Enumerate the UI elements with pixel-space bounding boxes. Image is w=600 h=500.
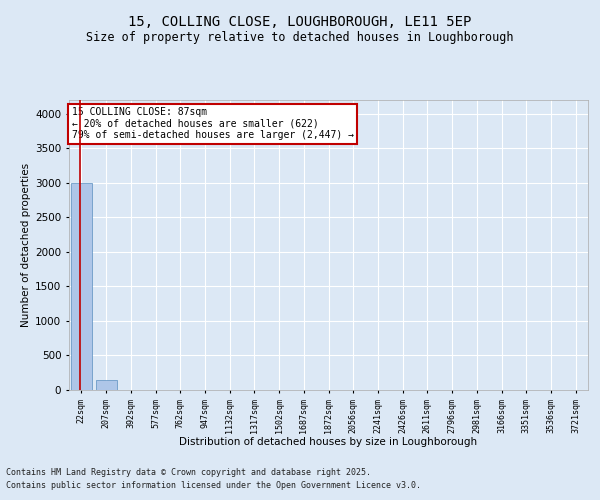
- Text: Size of property relative to detached houses in Loughborough: Size of property relative to detached ho…: [86, 31, 514, 44]
- Text: 15, COLLING CLOSE, LOUGHBOROUGH, LE11 5EP: 15, COLLING CLOSE, LOUGHBOROUGH, LE11 5E…: [128, 16, 472, 30]
- Bar: [71, 183, 92, 390]
- Y-axis label: Number of detached properties: Number of detached properties: [21, 163, 31, 327]
- Text: Contains HM Land Registry data © Crown copyright and database right 2025.: Contains HM Land Registry data © Crown c…: [6, 468, 371, 477]
- X-axis label: Distribution of detached houses by size in Loughborough: Distribution of detached houses by size …: [179, 437, 478, 447]
- Text: Contains public sector information licensed under the Open Government Licence v3: Contains public sector information licen…: [6, 480, 421, 490]
- Bar: [95, 380, 116, 390]
- Text: 15 COLLING CLOSE: 87sqm
← 20% of detached houses are smaller (622)
79% of semi-d: 15 COLLING CLOSE: 87sqm ← 20% of detache…: [71, 108, 353, 140]
